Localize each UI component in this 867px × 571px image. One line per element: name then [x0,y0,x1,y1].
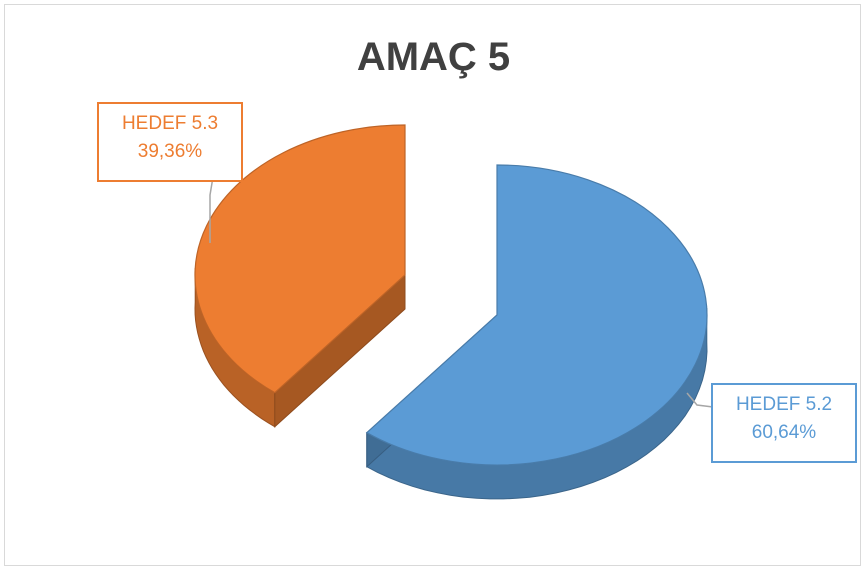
data-label-name: HEDEF 5.2 [735,394,833,415]
data-label-hedef-5-2: HEDEF 5.2 60,64% [711,383,857,463]
pie-slice-hedef-5-3 [194,124,406,394]
chart-title: AMAÇ 5 [356,35,511,79]
data-label-hedef-5-3: HEDEF 5.3 39,36% [97,102,243,182]
data-label-value: 39,36% [137,141,203,162]
data-label-value: 60,64% [751,422,817,443]
leader-line-hedef-5-2 [686,392,714,408]
pie-slice-hedef-5-2 [365,164,708,466]
leader-line-hedef-5-3 [209,176,214,243]
chart-area: AMAÇ 5 HEDEF 5.2 60,64% HEDEF 5.3 39,36% [4,4,861,566]
data-label-name: HEDEF 5.3 [121,113,219,134]
pie-chart [194,124,714,500]
